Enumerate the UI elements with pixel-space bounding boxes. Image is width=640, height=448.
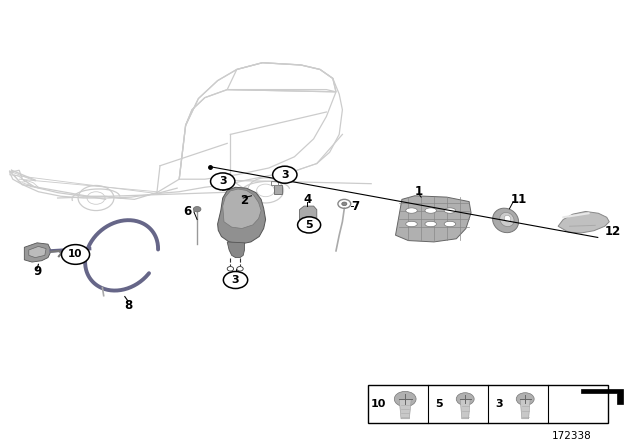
Ellipse shape	[406, 208, 417, 213]
Ellipse shape	[406, 221, 417, 227]
Polygon shape	[399, 400, 411, 419]
Ellipse shape	[444, 208, 456, 213]
Text: 5: 5	[305, 220, 313, 230]
Text: 3: 3	[281, 170, 289, 180]
Polygon shape	[460, 400, 470, 419]
Circle shape	[193, 207, 201, 212]
Circle shape	[61, 245, 90, 264]
Circle shape	[237, 267, 243, 271]
Text: 10: 10	[68, 250, 83, 259]
Circle shape	[456, 393, 474, 405]
Circle shape	[227, 267, 234, 271]
Text: 172338: 172338	[552, 431, 592, 441]
Ellipse shape	[425, 221, 436, 227]
Polygon shape	[227, 242, 244, 258]
Text: 5: 5	[435, 399, 443, 409]
Text: 11: 11	[510, 193, 527, 206]
Ellipse shape	[500, 212, 514, 227]
Text: 12: 12	[605, 225, 621, 238]
Text: 8: 8	[124, 299, 132, 312]
Polygon shape	[558, 211, 609, 233]
Bar	[368, 385, 608, 423]
Circle shape	[273, 166, 297, 183]
Circle shape	[394, 392, 416, 407]
Circle shape	[223, 271, 248, 289]
Polygon shape	[396, 196, 471, 242]
Polygon shape	[223, 189, 261, 228]
Polygon shape	[29, 246, 46, 258]
Ellipse shape	[493, 208, 518, 233]
Polygon shape	[24, 243, 51, 262]
Bar	[274, 185, 282, 194]
Ellipse shape	[444, 221, 456, 227]
Text: 6: 6	[183, 205, 191, 219]
Text: 1: 1	[415, 185, 423, 198]
Text: 9: 9	[33, 265, 41, 279]
Ellipse shape	[425, 208, 436, 213]
Polygon shape	[300, 206, 317, 222]
Ellipse shape	[504, 215, 511, 222]
Text: 3: 3	[232, 275, 239, 285]
Circle shape	[211, 173, 235, 190]
Polygon shape	[581, 389, 623, 404]
Circle shape	[298, 217, 321, 233]
Text: 2: 2	[241, 194, 248, 207]
Polygon shape	[218, 187, 266, 244]
Text: 3: 3	[219, 177, 227, 186]
Text: 3: 3	[495, 399, 502, 409]
Circle shape	[342, 202, 347, 206]
Text: 4: 4	[303, 193, 311, 206]
Polygon shape	[520, 400, 530, 419]
Circle shape	[516, 393, 534, 405]
Text: 10: 10	[371, 399, 387, 409]
Text: 7: 7	[351, 199, 359, 213]
